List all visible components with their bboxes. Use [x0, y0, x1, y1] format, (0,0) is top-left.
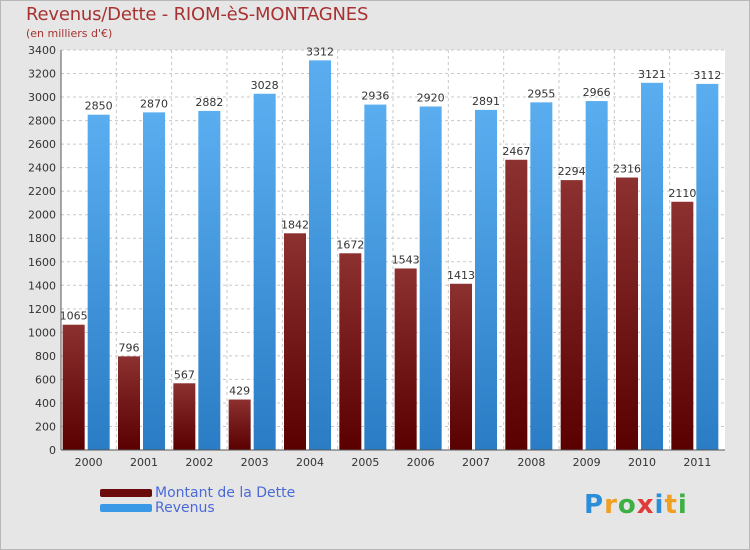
x-tick-label: 2000 — [75, 456, 103, 469]
x-tick-label: 2005 — [351, 456, 379, 469]
bar-dette — [616, 177, 638, 450]
x-tick-label: 2011 — [683, 456, 711, 469]
bar-revenus — [143, 112, 165, 451]
label-revenus: 2966 — [583, 86, 611, 99]
label-dette: 1672 — [336, 238, 364, 251]
bar-revenus — [696, 83, 719, 450]
label-dette: 2467 — [502, 145, 530, 158]
bar-revenus — [309, 60, 331, 451]
x-tick-label: 2004 — [296, 456, 324, 469]
x-tick-label: 2001 — [130, 456, 158, 469]
label-revenus: 3028 — [251, 79, 279, 92]
bar-dette — [505, 159, 528, 450]
bar-dette — [560, 180, 583, 450]
y-tick-label: 3000 — [28, 91, 56, 104]
y-tick-label: 2400 — [28, 162, 56, 175]
data-labels: 1065 2850 796 2870 567 2882 429 3028 1842 3312 167… — [60, 45, 722, 397]
label-revenus: 2870 — [140, 97, 168, 110]
logo-letter: t — [664, 490, 678, 520]
bar-revenus — [475, 109, 497, 450]
bar-dette — [284, 233, 306, 450]
label-revenus: 2955 — [527, 87, 555, 100]
label-revenus: 2891 — [472, 95, 500, 108]
label-revenus: 2850 — [85, 100, 113, 113]
x-tick-label: 2009 — [573, 456, 601, 469]
x-tick-label: 2003 — [241, 456, 269, 469]
bars — [62, 60, 719, 451]
y-tick-label: 3400 — [28, 44, 56, 57]
label-dette: 1413 — [447, 269, 475, 282]
y-tick-label: 1000 — [28, 326, 56, 339]
y-tick-label: 1800 — [28, 232, 56, 245]
label-dette: 1065 — [60, 310, 88, 323]
proxiti-logo: Proxiti — [584, 490, 688, 520]
y-tick-label: 3200 — [28, 68, 56, 81]
label-dette: 796 — [119, 341, 140, 354]
x-tick-label: 2002 — [185, 456, 213, 469]
logo-letter: i — [677, 490, 688, 520]
y-tick-label: 2000 — [28, 209, 56, 222]
legend-label-revenus: Revenus — [155, 500, 215, 516]
y-tick-label: 2600 — [28, 138, 56, 151]
bar-revenus — [585, 101, 608, 450]
x-tick-label: 2007 — [462, 456, 490, 469]
bar-revenus — [419, 106, 442, 451]
label-dette: 429 — [229, 385, 250, 398]
legend-swatch-revenus — [100, 504, 152, 512]
y-tick-label: 1600 — [28, 256, 56, 269]
y-tick-label: 0 — [49, 444, 56, 457]
label-revenus: 3121 — [638, 68, 666, 81]
label-revenus: 2936 — [361, 90, 389, 103]
bar-revenus — [198, 110, 221, 451]
x-tick-label: 2010 — [628, 456, 656, 469]
label-dette: 1543 — [392, 253, 420, 266]
label-revenus: 3312 — [306, 45, 334, 58]
logo-letter: r — [604, 490, 618, 520]
bar-dette — [339, 253, 362, 450]
bar-revenus — [87, 114, 110, 451]
y-tick-label: 400 — [35, 397, 56, 410]
bar-revenus — [253, 93, 276, 450]
bar-revenus — [641, 82, 663, 450]
bar-dette — [62, 324, 85, 450]
y-tick-label: 1400 — [28, 279, 56, 292]
bar-dette — [173, 383, 196, 450]
y-tick-label: 800 — [35, 350, 56, 363]
label-dette: 2294 — [558, 165, 586, 178]
label-dette: 1842 — [281, 218, 309, 231]
legend-label-debt: Montant de la Dette — [155, 485, 296, 501]
logo-letter: o — [617, 490, 637, 520]
x-tick-label: 2008 — [517, 456, 545, 469]
y-tick-label: 200 — [35, 420, 56, 433]
x-tick-label: 2006 — [407, 456, 435, 469]
label-dette: 2316 — [613, 163, 641, 176]
legend-swatch-debt — [100, 489, 152, 497]
logo-letter: P — [584, 490, 605, 520]
label-dette: 567 — [174, 368, 195, 381]
bar-revenus — [530, 102, 553, 451]
y-tick-label: 2200 — [28, 185, 56, 198]
bar-revenus — [364, 104, 387, 451]
label-revenus: 2882 — [195, 96, 223, 109]
y-tick-label: 2800 — [28, 115, 56, 128]
logo-letter: x — [636, 490, 655, 520]
label-dette: 2110 — [668, 187, 696, 200]
bar-dette — [228, 399, 251, 450]
bar-dette — [671, 201, 694, 450]
y-tick-label: 600 — [35, 373, 56, 386]
label-revenus: 3112 — [693, 69, 721, 82]
bar-dette — [394, 268, 417, 450]
bar-dette — [118, 356, 140, 450]
chart-subtitle: (en milliers d'€) — [26, 27, 113, 40]
label-revenus: 2920 — [417, 91, 445, 104]
y-tick-label: 1200 — [28, 303, 56, 316]
bar-dette — [450, 283, 472, 450]
axes: 0 200 400 600 800 1000 1200 1400 1600 1800 2000 220… — [28, 44, 725, 469]
chart-title: Revenus/Dette - RIOM-èS-MONTAGNES — [26, 4, 369, 25]
logo-letter: i — [654, 490, 665, 520]
